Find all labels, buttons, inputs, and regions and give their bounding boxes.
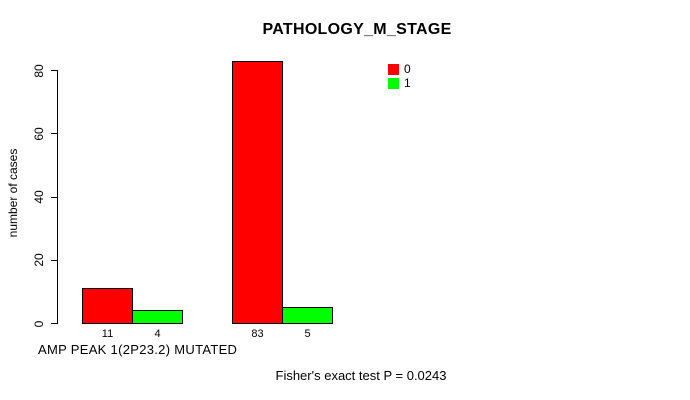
y-axis-tick-label: 60 (32, 127, 46, 141)
legend-swatch-icon (388, 77, 399, 89)
x-axis-label: AMP PEAK 1(2P23.2) MUTATED (38, 342, 238, 357)
bar-value-label: 5 (304, 328, 311, 340)
y-axis-tick (51, 323, 57, 324)
legend-swatch-icon (388, 63, 399, 75)
bar-value-label: 83 (251, 328, 264, 340)
legend-label: 0 (404, 62, 411, 76)
y-axis-tick-label: 20 (32, 253, 46, 267)
bar-series-1 (282, 307, 333, 324)
bar-series-1 (132, 310, 183, 324)
y-axis-tick (51, 196, 57, 198)
fisher-test-label: Fisher's exact test P = 0.0243 (275, 368, 447, 383)
legend-item: 1 (388, 76, 411, 90)
chart-title: PATHOLOGY_M_STAGE (262, 21, 452, 38)
bar-series-0 (82, 288, 133, 324)
y-axis-tick (51, 133, 57, 135)
y-axis-tick-label: 0 (32, 320, 46, 327)
bar-value-label: 4 (154, 328, 161, 340)
bar-series-0 (232, 61, 283, 324)
legend-label: 1 (404, 76, 411, 90)
y-axis-tick-label: 80 (32, 63, 46, 78)
y-axis-tick (51, 70, 57, 71)
y-axis-tick (51, 259, 57, 261)
y-axis-line (57, 70, 58, 324)
y-axis-tick-label: 40 (32, 190, 46, 204)
y-axis-label: number of cases (6, 148, 20, 238)
legend-item: 0 (388, 62, 411, 76)
bar-value-label: 11 (101, 328, 114, 340)
